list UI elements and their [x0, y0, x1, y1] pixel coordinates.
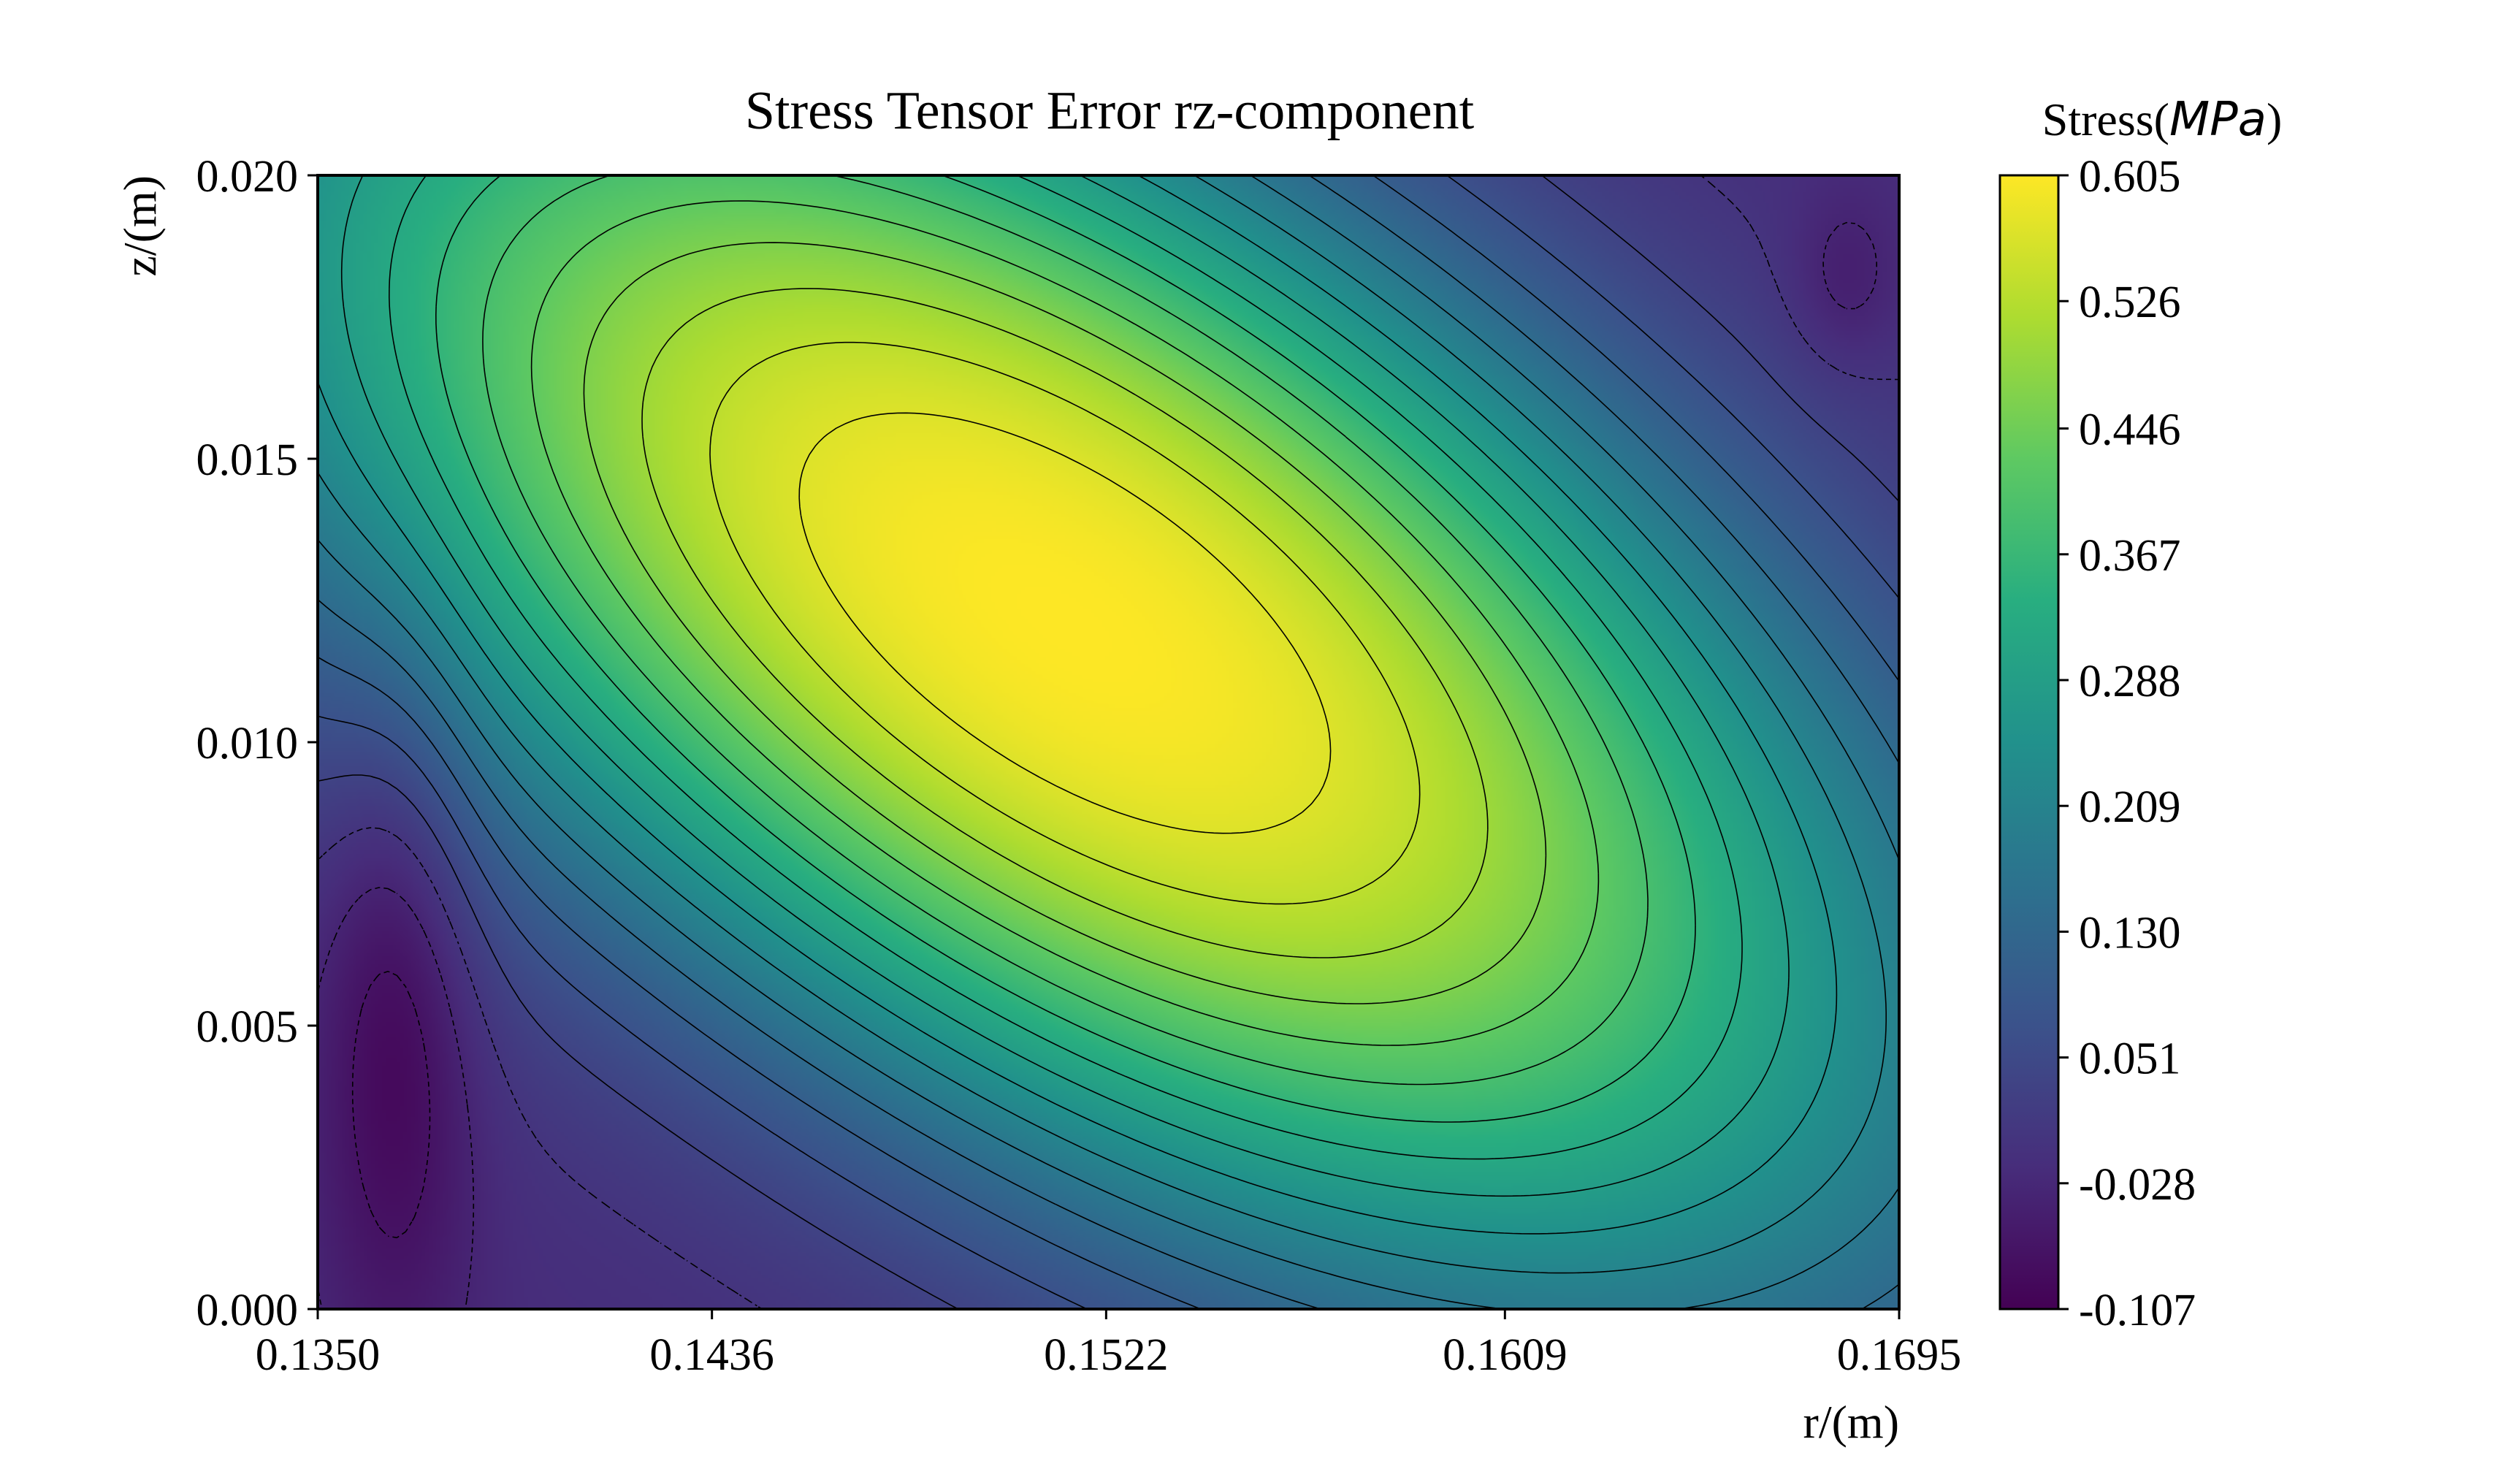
- contour-line: [317, 175, 1900, 1310]
- colorbar-tick-label: 0.209: [2079, 782, 2181, 832]
- x-tick-label: 0.1609: [1443, 1330, 1568, 1380]
- contour-line: [583, 242, 1547, 1004]
- contour-line: [317, 175, 1900, 1310]
- colorbar-tick-label: 0.605: [2079, 152, 2181, 202]
- heatmap: [318, 175, 1899, 1309]
- colorbar-tick-label: 0.051: [2079, 1034, 2181, 1084]
- contour-line: [641, 288, 1489, 958]
- contour-line: [435, 175, 1696, 1123]
- x-tick-label: 0.1695: [1837, 1330, 1962, 1380]
- y-tick-label: 0.000: [196, 1286, 299, 1335]
- y-tick-label: 0.005: [196, 1002, 299, 1052]
- colorbar: [1998, 174, 2060, 1311]
- colorbar-tick-label: -0.028: [2079, 1160, 2196, 1210]
- chart-title: Stress Tensor Error rz-component: [745, 81, 1475, 141]
- y-tick-label: 0.020: [196, 152, 299, 202]
- contour-line: [317, 221, 1877, 1310]
- x-tick-label: 0.1350: [256, 1330, 381, 1380]
- colorbar-tick-label: 0.288: [2079, 657, 2181, 706]
- x-axis-label: r/(m): [1803, 1396, 1900, 1448]
- contour-line: [709, 341, 1421, 905]
- contour-line: [317, 175, 1900, 1310]
- colorbar-tick-label: 0.526: [2079, 278, 2181, 327]
- x-tick-label: 0.1436: [649, 1330, 774, 1380]
- x-axis: 0.1350 0.1436 0.1522 0.1609 0.1695: [256, 1309, 1962, 1380]
- colorbar-tick-label: 0.367: [2079, 531, 2181, 581]
- contour-line: [317, 175, 1900, 1310]
- colorbar-label-unit: MPa: [2169, 93, 2267, 147]
- colorbar-label-text: Stress(: [2042, 94, 2169, 145]
- colorbar-ticks: 0.605 0.526 0.446 0.367 0.288 0.209 0.130 0.051…: [2058, 152, 2196, 1335]
- y-tick-label: 0.010: [196, 719, 299, 768]
- colorbar-tick-label: 0.446: [2079, 405, 2181, 455]
- contour-line: [351, 970, 431, 1239]
- y-tick-label: 0.015: [196, 435, 299, 485]
- y-axis: 0.000 0.005 0.010 0.015 0.020: [196, 152, 318, 1335]
- colorbar-tick-label: 0.130: [2079, 908, 2181, 958]
- contour-line: [340, 175, 1790, 1197]
- contour-line: [317, 175, 1900, 1310]
- y-axis-label: z/(m): [114, 175, 166, 277]
- contour-line: [798, 412, 1332, 834]
- contour-line: [482, 175, 1649, 1086]
- colorbar-label-close: ): [2267, 94, 2282, 145]
- colorbar-label: Stress(MPa): [2042, 93, 2283, 147]
- x-tick-label: 0.1522: [1044, 1330, 1169, 1380]
- contour-line: [530, 200, 1600, 1046]
- contour-line: [389, 175, 1743, 1160]
- colorbar-tick-label: -0.107: [2079, 1286, 2196, 1335]
